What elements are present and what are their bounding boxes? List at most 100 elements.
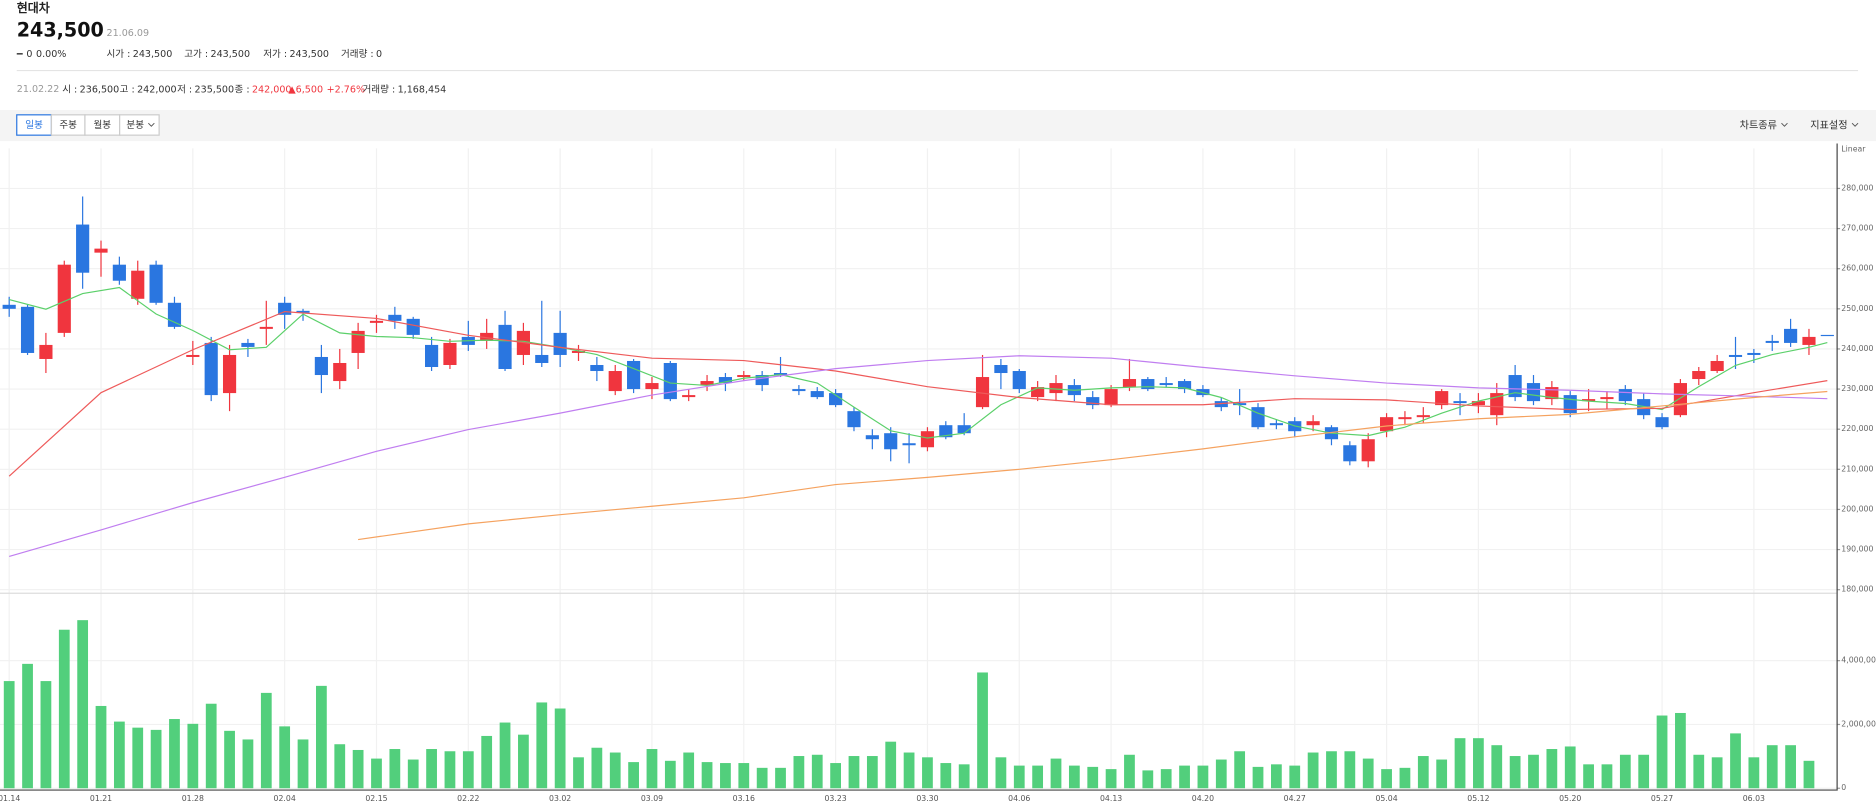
candle-body: [755, 375, 769, 386]
tab[interactable]: 분봉: [119, 114, 160, 136]
toolbar: [0, 110, 1876, 142]
label: 고가 :: [184, 48, 208, 59]
volume-bar: [1068, 765, 1080, 789]
candle-body: [810, 391, 824, 398]
chevron: [1781, 122, 1788, 127]
candle-body: [388, 314, 402, 321]
tab[interactable]: 주봉: [50, 114, 86, 136]
candle: [920, 427, 935, 452]
volume-bar: [1050, 758, 1062, 789]
candle-body: [1618, 389, 1632, 402]
tab-label[interactable]: 주봉: [59, 120, 77, 131]
chevron: [1851, 122, 1859, 127]
change-pct: 0.00%: [36, 48, 66, 59]
candle: [627, 358, 641, 394]
volume-bar: [481, 735, 493, 789]
volume-bar: [1105, 769, 1117, 789]
candle: [700, 375, 714, 392]
volume-bar: [1326, 751, 1337, 789]
candle-body: [1122, 379, 1137, 388]
volume-bar: [1124, 754, 1135, 789]
candle: [259, 300, 273, 345]
volume-bar: [1344, 751, 1356, 789]
volume-bar: [224, 730, 235, 789]
tab-label[interactable]: 일봉: [25, 120, 43, 131]
x-tick-label: 01.21: [90, 794, 112, 803]
candle-body: [571, 350, 586, 353]
menu-label[interactable]: 지표설정: [1810, 120, 1847, 132]
candle-body: [1453, 401, 1467, 404]
candle: [57, 260, 71, 337]
y-tick-label: 4,000,000: [1841, 656, 1876, 665]
candle-body: [296, 310, 310, 313]
y-tick-label: 210,000: [1841, 464, 1873, 473]
candle-body: [131, 270, 145, 299]
volume-bar: [1454, 738, 1466, 789]
menu[interactable]: 지표설정: [1810, 120, 1859, 132]
volume-bar: [609, 752, 621, 789]
volume-bar: [1013, 765, 1025, 789]
menu-label[interactable]: 차트종류: [1740, 120, 1777, 132]
volume-bar: [279, 726, 291, 789]
candle: [1471, 393, 1485, 414]
candle-body: [1233, 403, 1247, 406]
candle-body: [259, 326, 273, 329]
candle-body: [1435, 391, 1449, 406]
detail-stats: 시 :236,500 고 :242,000 저 :235,500 종 :242,000: [62, 84, 291, 95]
candle-body: [590, 364, 604, 372]
candle-body: [718, 377, 733, 384]
y-tick-label: 180,000: [1841, 585, 1873, 594]
candle-body: [204, 342, 218, 396]
candle: [865, 429, 879, 450]
x-tick-label: 05.04: [1375, 794, 1397, 803]
volume-bar: [1032, 765, 1044, 789]
volume-bar: [95, 705, 107, 789]
candle-body: [700, 381, 714, 386]
change-value: 0: [26, 48, 32, 59]
candle: [1306, 415, 1320, 432]
x-tick-label: 02.04: [274, 794, 296, 803]
candle-body: [20, 306, 35, 353]
stat: 저 :235,500: [177, 84, 234, 95]
candle: [1141, 377, 1155, 392]
volume-bar: [389, 749, 401, 789]
volume-bar: [316, 685, 327, 789]
x-tick-label: 03.30: [916, 794, 938, 803]
volume-bar: [187, 723, 199, 789]
volume-bar: [573, 757, 584, 789]
y-tick-label: 220,000: [1841, 424, 1873, 433]
value: 1,168,454: [398, 84, 447, 95]
candle-body: [1802, 336, 1816, 345]
candle-body: [369, 320, 384, 323]
volume-bar: [1087, 766, 1099, 789]
volume-bar: [536, 702, 548, 789]
x-tick-label: 06.03: [1743, 794, 1765, 803]
x-tick-label: 03.23: [824, 794, 846, 803]
candle: [94, 240, 108, 277]
tab[interactable]: 월봉: [84, 114, 121, 136]
candle-body: [884, 433, 898, 450]
tab-label[interactable]: 분봉: [126, 120, 144, 131]
volume-bar: [1473, 738, 1484, 789]
tab-label[interactable]: 월봉: [93, 119, 111, 131]
candle-body: [1361, 439, 1375, 462]
volume-bar: [1730, 733, 1741, 789]
candle-body: [994, 364, 1008, 374]
menu[interactable]: 차트종류: [1740, 120, 1788, 132]
volume-bar: [628, 762, 639, 789]
change: 0 0.00%: [26, 48, 66, 59]
candle-body: [314, 356, 328, 376]
x-tick-label: 02.22: [457, 794, 479, 803]
candle: [682, 389, 696, 402]
chevron: [148, 122, 155, 127]
candle: [957, 413, 971, 436]
candle-body: [39, 344, 53, 359]
candle-body: [1049, 383, 1063, 394]
volume-bar: [22, 663, 33, 789]
volume-bar: [371, 758, 382, 789]
tab[interactable]: 일봉: [16, 114, 53, 136]
candle-body: [149, 264, 163, 303]
value: 242,000: [252, 84, 292, 95]
volume-bar: [1656, 715, 1668, 789]
candle: [20, 304, 35, 355]
